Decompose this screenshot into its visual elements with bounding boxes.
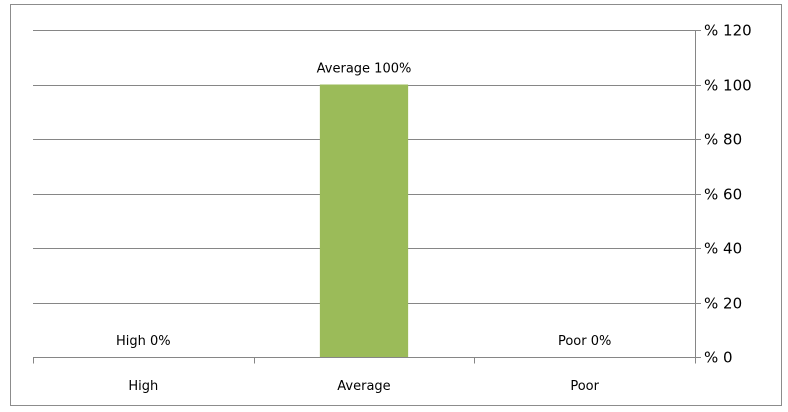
data-label: High 0% [116, 334, 171, 349]
x-category-label: Average [337, 379, 390, 394]
labels: % 0 % 20 % 40 % 60 % 80 % 100 % 120 High 0% High… [116, 22, 752, 395]
y-tick-label: % 60 [704, 186, 742, 204]
y-tick-label: % 40 [704, 240, 742, 258]
y-tick-label: % 120 [704, 22, 752, 40]
data-label: Average 100% [317, 62, 412, 77]
bars [319, 84, 409, 357]
axes [33, 30, 701, 364]
y-tick-label: % 20 [704, 295, 742, 313]
y-tick-label: % 80 [704, 131, 742, 149]
x-category-label: Poor [570, 379, 599, 394]
y-tick-label: % 100 [704, 77, 752, 95]
data-label: Poor 0% [558, 334, 611, 349]
bar-average [319, 84, 409, 357]
x-category-label: High [128, 379, 158, 394]
y-tick-label: % 0 [704, 349, 733, 367]
